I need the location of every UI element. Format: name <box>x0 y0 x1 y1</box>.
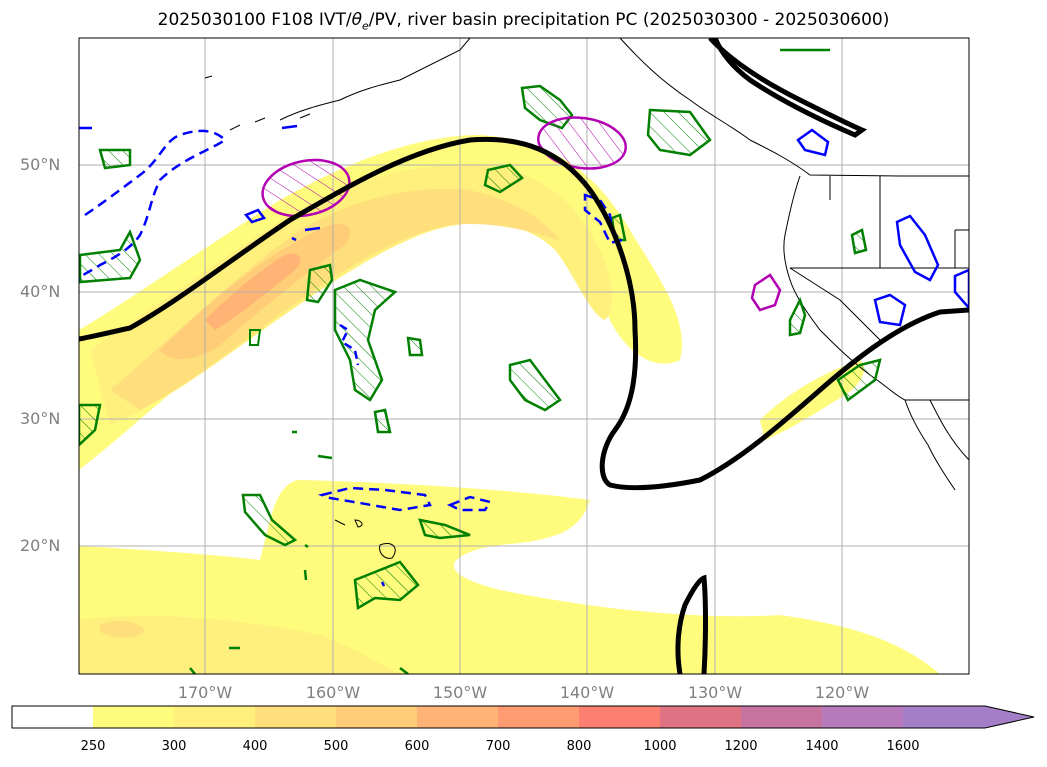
colorbar-segment <box>174 706 255 728</box>
colorbar-segment <box>822 706 903 728</box>
aleutians <box>204 75 311 131</box>
colorbar-tick-label: 1400 <box>805 739 839 754</box>
colorbar-segment <box>12 706 93 728</box>
colorbar-segment <box>741 706 822 728</box>
green-small-marks <box>189 430 409 674</box>
green-region-2 <box>646 108 712 157</box>
green-region-10 <box>373 408 392 434</box>
lat-label-40n: 40°N <box>20 282 61 301</box>
colorbar-tick-label: 1200 <box>724 739 758 754</box>
green-region-11 <box>79 403 102 447</box>
blue-solid-1 <box>796 128 830 157</box>
pv-contours <box>79 38 969 674</box>
colorbar-tick-label: 800 <box>566 739 592 754</box>
magenta-region-2 <box>537 116 627 170</box>
green-region-8 <box>508 358 562 412</box>
green-region-17 <box>850 228 868 255</box>
colorbar-tick-label: 1600 <box>886 739 920 754</box>
colorbar-segment <box>336 706 417 728</box>
blue-solid-3 <box>873 293 907 327</box>
lon-label-130w: 130°W <box>687 683 743 702</box>
map-title: 2025030100 F108 IVT/θe/PV, river basin p… <box>157 10 890 33</box>
colorbar-extend-arrow <box>903 706 1034 728</box>
baja-coast <box>904 399 969 491</box>
blue-dashed-2 <box>583 193 625 245</box>
blue-solid-5 <box>243 208 267 224</box>
green-region-4 <box>483 163 524 194</box>
colorbar-segment <box>498 706 579 728</box>
lon-label-150w: 150°W <box>432 683 488 702</box>
blue-dashed-5 <box>339 323 360 366</box>
green-region-19 <box>249 329 262 346</box>
magenta-region-1 <box>261 158 351 218</box>
green-contours <box>79 48 882 674</box>
colorbar <box>11 705 1035 729</box>
green-region-13 <box>418 518 471 540</box>
colorbar-segment <box>93 706 174 728</box>
pv-contour-main <box>79 136 969 491</box>
green-region-3 <box>98 148 132 170</box>
green-region-5 <box>79 228 142 284</box>
magenta-contours <box>261 116 782 312</box>
colorbar-tick-label: 600 <box>404 739 430 754</box>
magenta-region-3 <box>750 273 782 312</box>
green-region-6 <box>333 278 398 402</box>
colorbar-outline <box>11 705 1035 729</box>
pv-contour-north <box>708 38 868 138</box>
green-region-12 <box>241 493 298 547</box>
green-region-15 <box>836 358 882 402</box>
lon-label-160w: 160°W <box>305 683 361 702</box>
blue-contours <box>79 124 969 587</box>
blue-dashed-4 <box>446 495 492 512</box>
alaska-coast <box>279 38 969 177</box>
colorbar-tick-label: 500 <box>323 739 349 754</box>
lat-label-30n: 30°N <box>20 409 61 428</box>
state-borders <box>789 176 969 401</box>
green-region-16 <box>788 296 807 337</box>
blue-dashed-1 <box>79 129 227 281</box>
ivt-band-400-south <box>100 620 145 638</box>
green-region-7 <box>305 263 334 304</box>
colorbar-segment <box>660 706 741 728</box>
blue-solid-2 <box>895 214 940 282</box>
ivt-band-300-south <box>79 615 400 674</box>
map-frame <box>78 37 970 675</box>
lon-label-140w: 140°W <box>559 683 615 702</box>
colorbar-tick-label: 250 <box>80 739 106 754</box>
colorbar-tick-label: 300 <box>161 739 187 754</box>
colorbar-segment <box>579 706 660 728</box>
green-region-9 <box>406 336 424 357</box>
coastlines <box>204 38 969 559</box>
green-region-14 <box>353 560 420 611</box>
ivt-band-400-north <box>110 188 560 410</box>
pv-contour-south <box>675 574 708 674</box>
ivt-band-250-south <box>79 480 940 674</box>
lat-label-20n: 20°N <box>20 536 61 555</box>
lon-label-170w: 170°W <box>177 683 233 702</box>
colorbar-tick-label: 400 <box>242 739 268 754</box>
lon-label-120w: 120°W <box>814 683 870 702</box>
blue-dashed-3 <box>317 486 432 512</box>
blue-solid-4 <box>953 268 969 310</box>
colorbar-tick-label: 1000 <box>643 739 677 754</box>
ivt-band-300-north <box>90 164 612 426</box>
colorbar-segment <box>255 706 336 728</box>
colorbar-segment <box>417 706 498 728</box>
hawaii <box>334 519 396 559</box>
colorbar-tick-label: 700 <box>485 739 511 754</box>
lat-label-50n: 50°N <box>20 155 61 174</box>
blue-small-marks <box>79 124 386 587</box>
